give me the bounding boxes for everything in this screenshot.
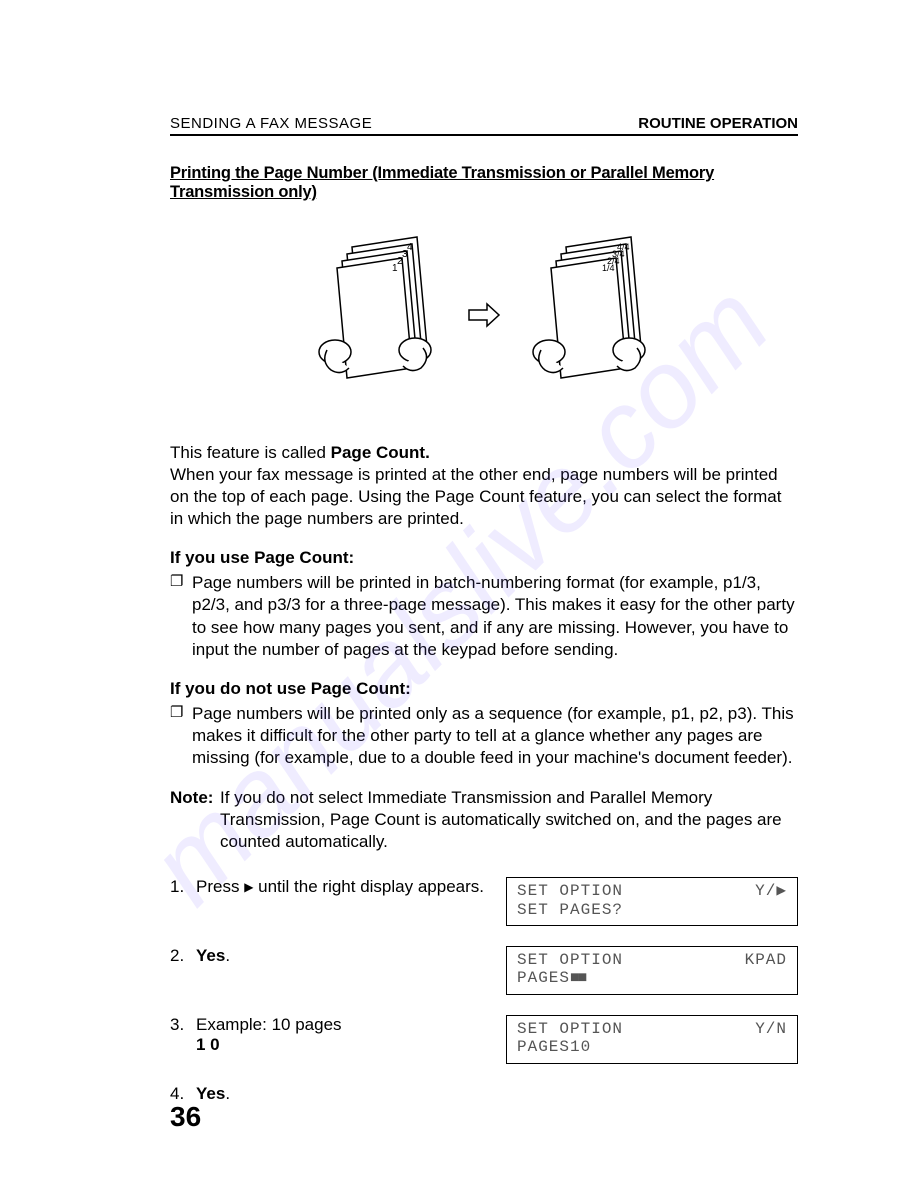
hands-pages-left-icon: 4 3 2 1 [307,232,447,402]
use-bullet: ❐ Page numbers will be printed in batch-… [170,572,798,660]
bullet-icon: ❐ [170,572,192,660]
step-text: Yes. [196,1084,798,1104]
intro-line2: When your fax message is printed at the … [170,465,781,528]
step-3: 3. Example: 10 pages 1 0 SET OPTIONY/N P… [170,1015,798,1064]
svg-text:1/4: 1/4 [602,263,615,273]
intro-paragraph: This feature is called Page Count. When … [170,442,798,530]
step-2: 2. Yes. SET OPTIONKPAD PAGES■■ [170,946,798,995]
svg-text:3: 3 [402,249,408,260]
lcd-display: SET OPTIONY/▶ SET PAGES? [506,877,798,926]
use-heading: If you use Page Count: [170,548,798,568]
section-title: Printing the Page Number (Immediate Tran… [170,164,798,202]
use-text: Page numbers will be printed in batch-nu… [192,572,798,660]
lcd-display: SET OPTIONY/N PAGES10 [506,1015,798,1064]
arrow-right-icon [467,302,501,333]
note-block: Note: If you do not select Immediate Tra… [170,787,798,853]
svg-text:1: 1 [392,263,398,274]
steps-list: 1. Press ▶ until the right display appea… [170,877,798,1103]
illustration-row: 4 3 2 1 4/4 3/4 2/4 1/4 [170,232,798,402]
notuse-bullet: ❐ Page numbers will be printed only as a… [170,703,798,769]
lcd-display: SET OPTIONKPAD PAGES■■ [506,946,798,995]
intro-pre: This feature is called [170,443,331,462]
step-num: 2. [170,946,196,966]
page-number: 36 [170,1101,201,1133]
bullet-icon: ❐ [170,703,192,769]
header-right: ROUTINE OPERATION [638,115,798,132]
step-text: Example: 10 pages 1 0 [196,1015,506,1055]
hands-pages-right-icon: 4/4 3/4 2/4 1/4 [521,232,661,402]
step-num: 1. [170,877,196,897]
step-1: 1. Press ▶ until the right display appea… [170,877,798,926]
header-left: SENDING A FAX MESSAGE [170,115,372,132]
page-header: SENDING A FAX MESSAGE ROUTINE OPERATION [170,115,798,136]
note-text: If you do not select Immediate Transmiss… [220,787,798,853]
step-4: 4. Yes. [170,1084,798,1104]
triangle-right-icon: ▶ [244,880,253,894]
note-label: Note: [170,787,220,853]
page: manualslive.com SENDING A FAX MESSAGE RO… [0,0,918,1188]
intro-bold: Page Count. [331,443,430,462]
notuse-text: Page numbers will be printed only as a s… [192,703,798,769]
step-text: Yes. [196,946,506,966]
svg-text:2: 2 [397,256,403,267]
step-num: 3. [170,1015,196,1035]
step-text: Press ▶ until the right display appears. [196,877,506,897]
svg-text:4: 4 [407,242,413,253]
notuse-heading: If you do not use Page Count: [170,679,798,699]
